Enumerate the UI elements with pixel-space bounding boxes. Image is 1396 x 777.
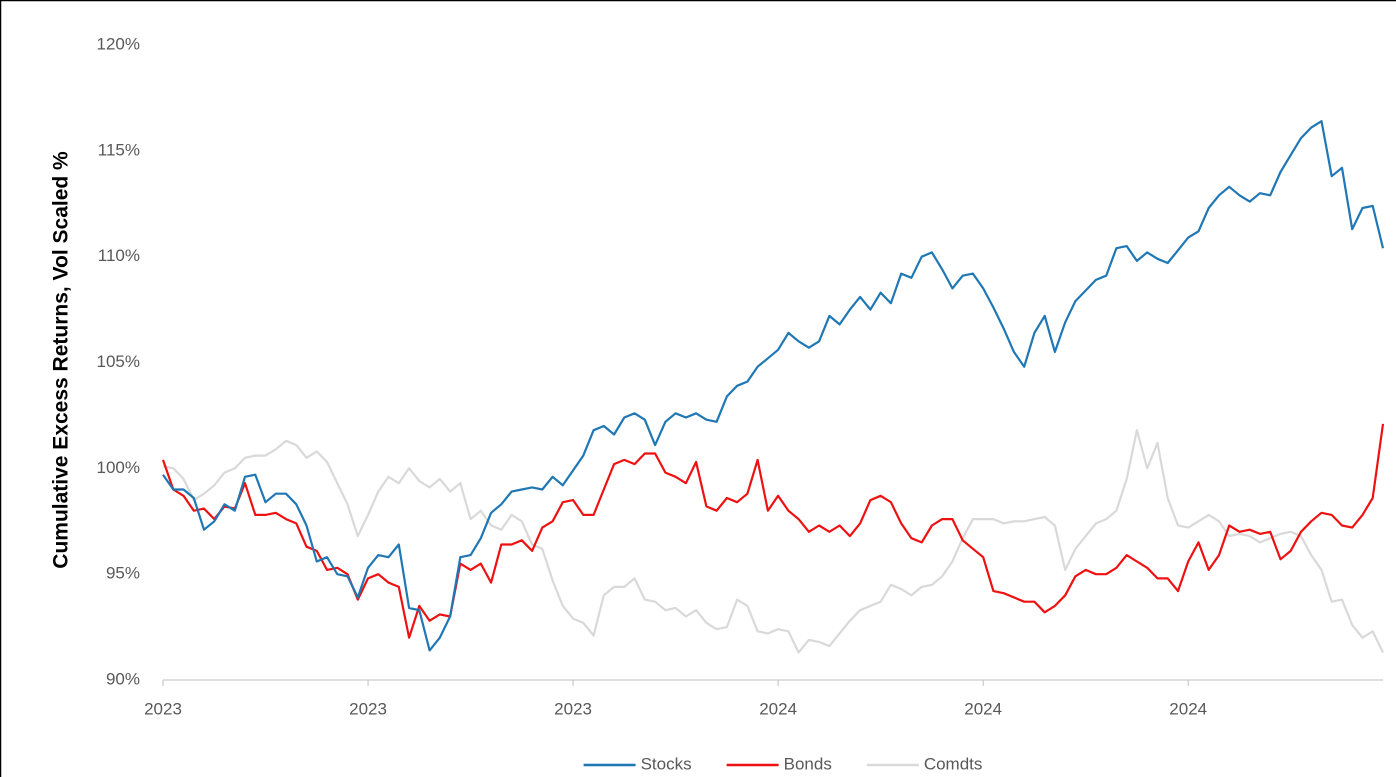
y-axis-label: Cumulative Excess Returns, Vol Scaled % bbox=[50, 151, 73, 569]
x-tick-label: 2024 bbox=[759, 699, 797, 718]
y-tick-label: 115% bbox=[98, 140, 140, 159]
y-tick-label: 110% bbox=[98, 246, 140, 265]
x-tick-label: 2023 bbox=[349, 699, 387, 718]
legend-label: Stocks bbox=[641, 754, 692, 773]
legend-label: Comdts bbox=[924, 754, 983, 773]
y-tick-label: 90% bbox=[106, 669, 140, 688]
y-tick-label: 95% bbox=[106, 564, 140, 583]
x-tick-label: 2024 bbox=[964, 699, 1002, 718]
x-tick-label: 2023 bbox=[554, 699, 592, 718]
series-line bbox=[162, 429, 1384, 654]
y-tick-label: 100% bbox=[97, 458, 140, 477]
series-line bbox=[162, 120, 1385, 652]
y-tick-label: 120% bbox=[97, 34, 140, 53]
x-tick-label: 2023 bbox=[144, 699, 182, 718]
legend-label: Bonds bbox=[784, 754, 832, 773]
x-tick-label: 2024 bbox=[1169, 699, 1207, 718]
y-tick-label: 105% bbox=[97, 352, 140, 371]
series-line bbox=[161, 423, 1385, 639]
